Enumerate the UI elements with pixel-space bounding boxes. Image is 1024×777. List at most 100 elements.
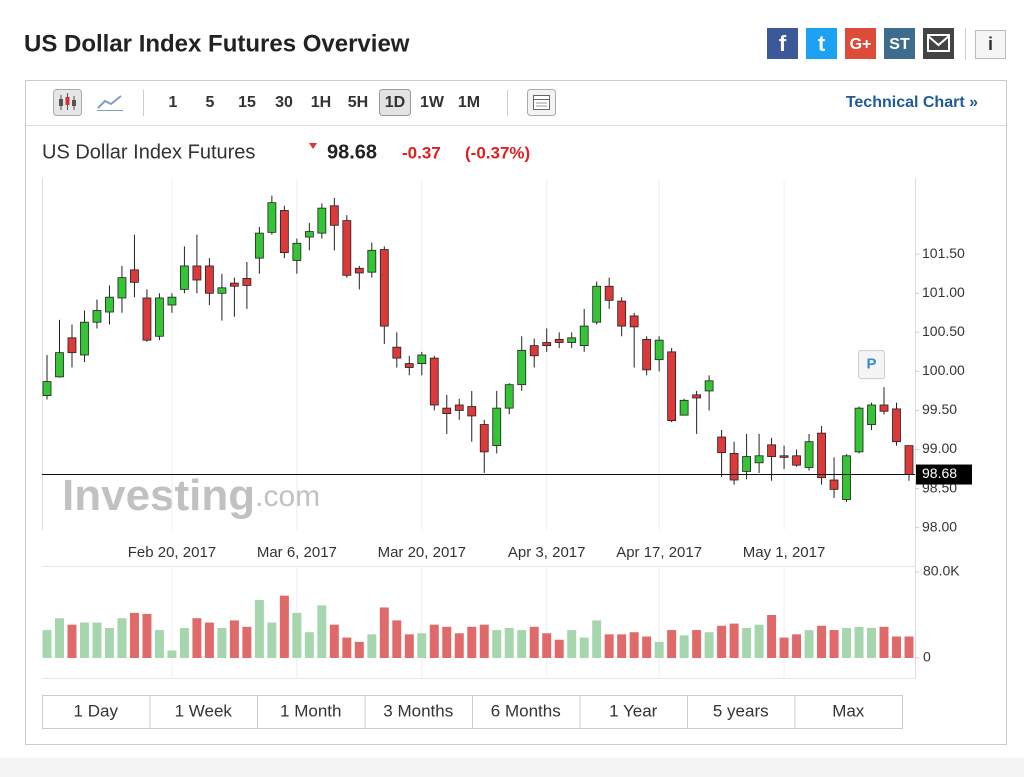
share-icon[interactable] [884, 28, 915, 59]
candle-type-button[interactable] [53, 89, 82, 116]
candle-body [767, 444, 776, 457]
volume-bar [304, 632, 314, 658]
share-icon[interactable] [806, 28, 837, 59]
interval-button[interactable]: 1W [420, 94, 445, 111]
volume-bar [792, 634, 802, 658]
period-label[interactable]: 3 Months [383, 701, 453, 720]
volume-bar [854, 626, 864, 658]
candle-body [804, 441, 814, 468]
volume-bar [354, 641, 364, 658]
share-icon[interactable] [845, 28, 876, 59]
candle-body [567, 337, 577, 343]
interval-button[interactable]: 15 [238, 94, 256, 111]
mail-envelope [927, 34, 950, 52]
volume-bar [729, 623, 739, 658]
interval-button[interactable]: 1M [458, 94, 480, 111]
volume-bar [667, 630, 677, 658]
period-button[interactable] [149, 695, 258, 729]
volume-bar [417, 633, 427, 658]
period-label[interactable]: 1 Week [175, 701, 233, 720]
period-button[interactable] [257, 695, 366, 729]
volume-bar [129, 612, 139, 658]
volume-bar [629, 632, 639, 658]
volume-bar [504, 627, 514, 658]
period-label[interactable]: 6 Months [491, 701, 561, 720]
volume-bar [279, 595, 289, 658]
candle-body [404, 363, 414, 368]
volume-bar [392, 620, 402, 658]
candle-body [105, 296, 114, 313]
annotation-label[interactable]: P [867, 356, 877, 373]
share-icon-label[interactable]: t [818, 31, 826, 56]
interval-selected[interactable] [379, 89, 411, 116]
interval-button[interactable]: 5H [348, 94, 368, 111]
interval-button[interactable]: 1D [385, 94, 405, 111]
candle-body [892, 408, 901, 443]
x-tick-label: May 1, 2017 [743, 544, 826, 561]
volume-bar [54, 618, 64, 658]
volume-bar [829, 630, 839, 658]
candle-body [167, 296, 177, 306]
info-label[interactable]: i [988, 34, 993, 54]
share-icon-label[interactable]: ST [889, 36, 910, 53]
candle-body [867, 404, 876, 425]
volume-bar [404, 634, 414, 658]
period-label[interactable]: Max [832, 701, 865, 720]
period-button[interactable] [364, 695, 473, 729]
volume-bar [442, 626, 452, 658]
candle-body [354, 267, 364, 274]
period-label[interactable]: 5 years [713, 701, 769, 720]
technical-chart-link[interactable]: Technical Chart » [846, 94, 978, 111]
candle-body [592, 285, 602, 323]
candle-body [142, 297, 152, 341]
volume-bar [217, 627, 227, 658]
period-button[interactable] [579, 695, 688, 729]
volume-bar [867, 627, 877, 658]
share-icon-label[interactable]: f [779, 31, 787, 56]
candle-body [130, 269, 139, 283]
volume-bar [804, 630, 814, 658]
candle-body [792, 455, 801, 466]
period-button[interactable] [472, 695, 581, 729]
y-tick-label: 99.00 [922, 440, 957, 456]
line-type-button[interactable] [97, 95, 123, 111]
candle-body [417, 354, 427, 364]
watermark: Investing.com [62, 471, 320, 520]
x-tick-label: Mar 6, 2017 [257, 544, 337, 561]
interval-button[interactable]: 30 [275, 94, 293, 111]
interval-button[interactable]: 5 [206, 94, 215, 111]
interval-button[interactable]: 1H [311, 94, 331, 111]
share-icon[interactable] [767, 28, 798, 59]
down-arrow [309, 143, 317, 149]
candle-body [205, 265, 214, 294]
y-tick-label: 100.00 [922, 362, 965, 378]
period-label[interactable]: 1 Year [609, 701, 658, 720]
period-label[interactable]: 1 Month [280, 701, 341, 720]
volume-bar [342, 637, 352, 658]
candle-body [629, 315, 639, 328]
volume-bar [479, 624, 489, 658]
candle-body [829, 479, 839, 490]
info-button[interactable] [975, 30, 1006, 59]
candle-body [729, 453, 739, 481]
y-tick-label: 99.50 [922, 401, 957, 417]
volume-bar [242, 626, 252, 658]
interval-button[interactable]: 1 [169, 94, 178, 111]
volume-bar [779, 637, 789, 658]
settings-button[interactable] [527, 89, 556, 116]
candle-body [742, 456, 751, 472]
candle-body [317, 207, 327, 234]
candle-body [617, 300, 627, 327]
volume-bar [42, 630, 52, 658]
candle-body [667, 351, 677, 422]
watermark-name: Investing [62, 471, 255, 520]
quote-price: 98.68 [327, 141, 377, 163]
period-button[interactable] [42, 695, 151, 729]
share-icon-label[interactable]: G+ [850, 36, 872, 53]
volume-bar [692, 630, 702, 658]
period-button[interactable] [794, 695, 903, 729]
candle-body [192, 265, 202, 281]
annotation-box[interactable] [858, 350, 886, 380]
period-label[interactable]: 1 Day [74, 701, 119, 720]
candle-body [529, 345, 539, 357]
